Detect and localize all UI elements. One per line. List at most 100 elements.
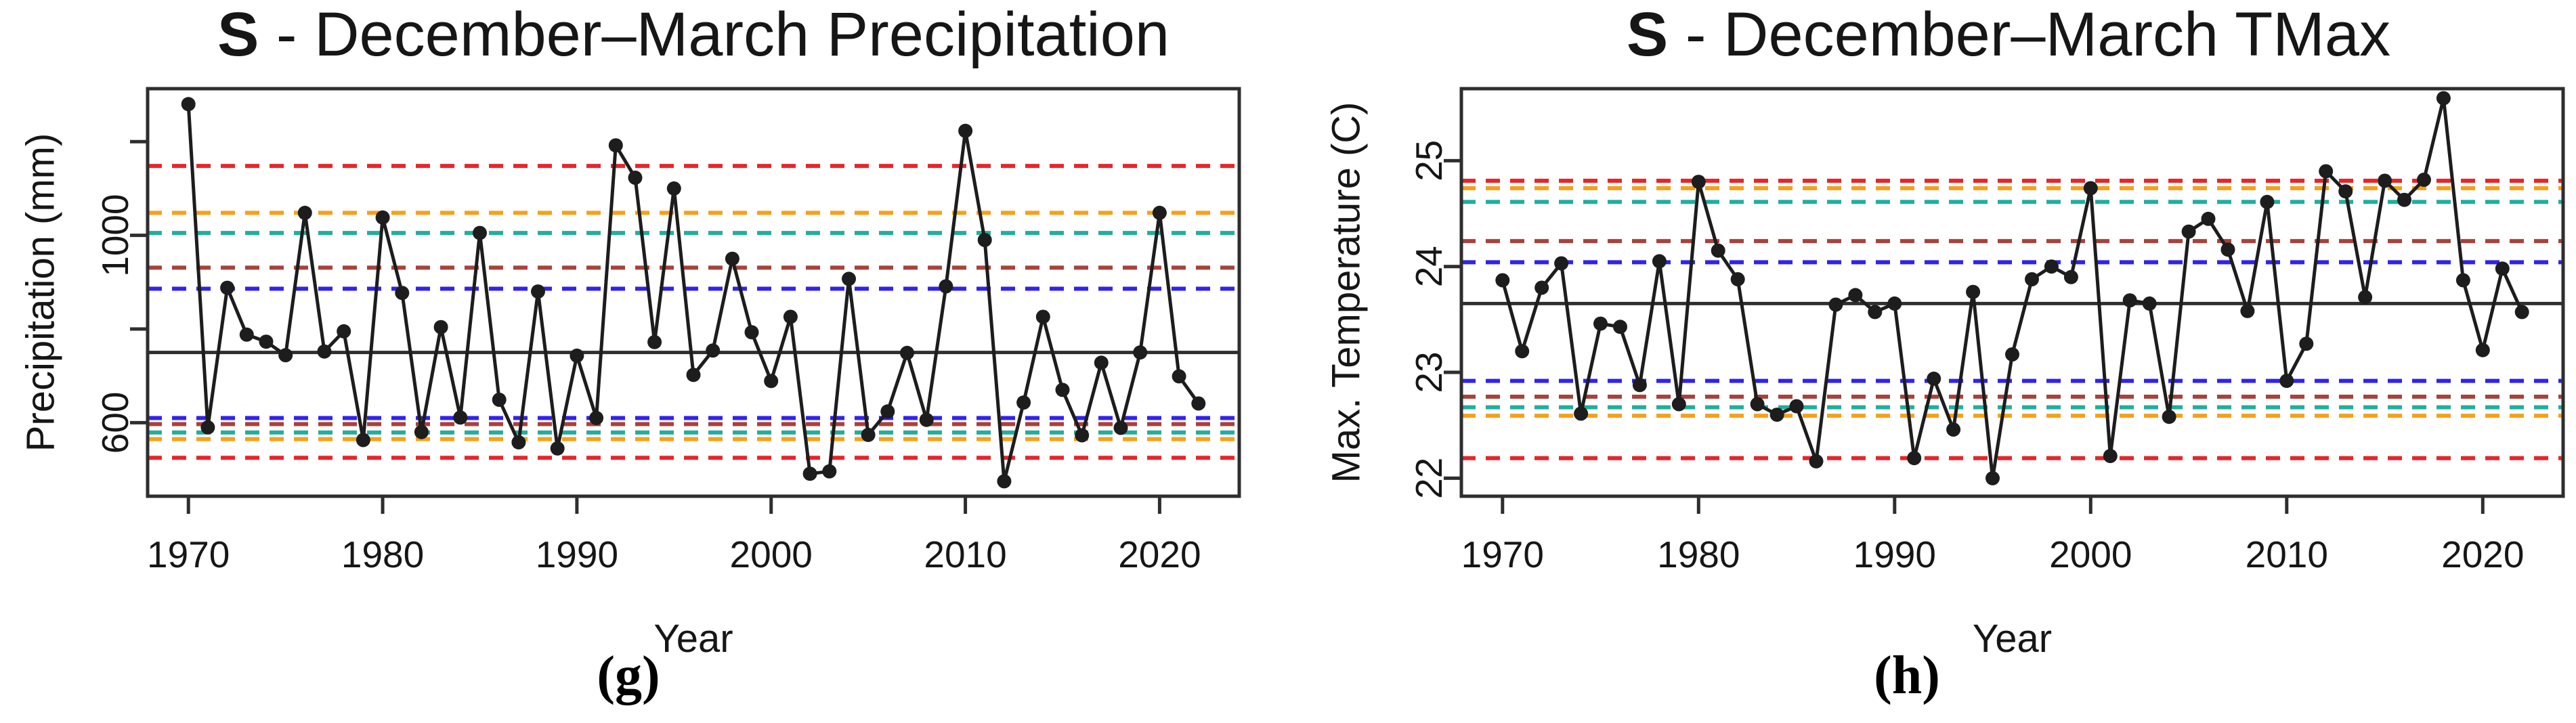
data-point — [1828, 297, 1843, 312]
data-point — [1574, 406, 1589, 421]
data-point — [2455, 273, 2470, 288]
data-point — [531, 284, 545, 299]
data-point — [783, 309, 798, 324]
data-point — [842, 271, 856, 286]
data-point — [1593, 316, 1608, 331]
data-point — [1887, 296, 1902, 311]
data-point — [278, 348, 293, 363]
panel-h: 1970 1980 1990 2000 2010 2020 22 23 24 25 Max. Tem… — [1325, 87, 2565, 661]
data-point — [1055, 382, 1070, 397]
data-point — [414, 424, 429, 439]
data-point — [297, 205, 312, 220]
data-point — [1985, 470, 2000, 485]
data-point — [1671, 397, 1686, 412]
data-point — [647, 334, 662, 349]
data-point — [2319, 164, 2334, 179]
data-point — [2417, 173, 2431, 187]
data-point — [1515, 344, 1530, 359]
data-point — [900, 345, 914, 360]
data-point — [1152, 205, 1167, 220]
data-point — [200, 420, 215, 435]
data-point — [317, 344, 332, 359]
y-axis-label: Max. Temperature (C) — [1325, 102, 1369, 483]
data-point — [1075, 428, 1090, 443]
data-point — [2220, 242, 2235, 257]
data-point — [686, 368, 701, 382]
x-tick-label: 1990 — [536, 533, 618, 575]
data-point — [2063, 269, 2078, 284]
data-point — [1691, 175, 1706, 190]
x-tick-label: 2000 — [2049, 533, 2132, 575]
data-point — [2397, 192, 2411, 207]
data-point — [1848, 288, 1863, 303]
x-tick-label: 1990 — [1853, 533, 1936, 575]
x-tick-label: 2020 — [2441, 533, 2524, 575]
panel-h-title: S - December–March TMax — [1627, 1, 2390, 68]
data-point — [919, 412, 934, 427]
x-axis-label: Year — [653, 617, 733, 661]
y-tick-label: 22 — [1408, 458, 1450, 499]
panel-g-title: S - December–March Precipitation — [217, 1, 1169, 68]
panel-h-title-rest: - December–March TMax — [1668, 0, 2391, 69]
data-point — [550, 441, 565, 456]
panel-g: 1970 1980 1990 2000 2010 2020 600 1000 Precipita… — [19, 87, 1241, 661]
panel-g-title-prefix: S — [217, 0, 259, 69]
data-point — [2514, 305, 2529, 320]
data-point — [2103, 449, 2118, 464]
data-point — [1016, 395, 1031, 410]
data-point — [589, 410, 604, 425]
data-point — [764, 374, 779, 389]
data-point — [997, 474, 1012, 489]
x-tick-label: 2000 — [730, 533, 813, 575]
data-point — [433, 320, 448, 334]
x-axis-label: Year — [1973, 617, 2052, 661]
data-line — [1501, 96, 2524, 480]
x-tick-label: 1980 — [341, 533, 424, 575]
data-point — [570, 348, 584, 363]
data-point — [958, 123, 973, 138]
data-point — [2083, 181, 2098, 196]
y-tick-label: 24 — [1408, 246, 1450, 287]
data-point — [2260, 194, 2275, 209]
x-tick-label: 1970 — [147, 533, 230, 575]
panel-g-caption: (g) — [597, 646, 660, 705]
panel-h-caption: (h) — [1874, 646, 1940, 705]
data-point — [2181, 224, 2196, 239]
data-point — [239, 327, 254, 342]
y-tick-label: 23 — [1408, 351, 1450, 393]
plot-box — [146, 87, 1241, 498]
data-point — [2240, 303, 2255, 318]
data-point — [1534, 280, 1549, 295]
data-point — [880, 404, 895, 419]
y-tick-label: 600 — [94, 391, 136, 454]
data-point — [2162, 410, 2176, 424]
data-point — [1907, 451, 1922, 466]
x-tick-label: 2010 — [924, 533, 1006, 575]
data-point — [2495, 261, 2510, 276]
data-point — [2044, 259, 2059, 274]
data-point — [1868, 305, 1883, 320]
data-point — [2201, 211, 2216, 226]
data-point — [337, 324, 351, 338]
data-point — [1946, 422, 1961, 437]
data-point — [2122, 293, 2137, 308]
y-tick-label: 1000 — [94, 194, 136, 276]
data-point — [1035, 309, 1050, 324]
data-point — [628, 171, 643, 185]
data-point — [2358, 290, 2373, 305]
data-point — [395, 286, 410, 301]
data-point — [1711, 243, 1725, 258]
x-tick-label: 2010 — [2246, 533, 2328, 575]
data-point — [2279, 374, 2294, 389]
data-point — [1966, 284, 1981, 299]
data-point — [181, 97, 196, 112]
data-point — [861, 427, 876, 442]
data-point — [1554, 256, 1569, 271]
y-axis-label: Precipitation (mm) — [19, 133, 63, 452]
data-point — [822, 464, 837, 479]
data-point — [1191, 396, 1206, 411]
data-point — [2299, 336, 2314, 351]
data-point — [725, 251, 739, 266]
y-tick-label: 25 — [1408, 140, 1450, 181]
